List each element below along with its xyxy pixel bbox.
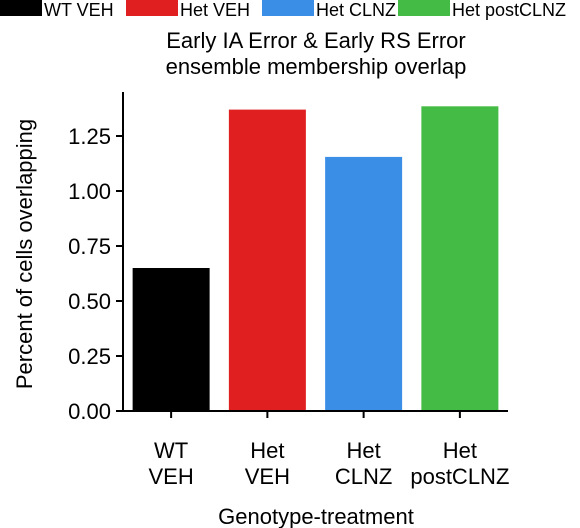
y-tick-label: 0.00 <box>68 399 111 424</box>
bars <box>132 106 499 412</box>
legend-item: WT VEH <box>0 0 114 20</box>
legend-swatch <box>262 0 314 16</box>
legend-swatch <box>0 0 42 16</box>
x-tick-label: Het CLNZ <box>335 438 392 489</box>
legend-swatch <box>398 0 450 16</box>
chart-title-line: ensemble membership overlap <box>166 54 467 79</box>
y-tick-label: 0.25 <box>68 344 111 369</box>
y-tick-label: 0.75 <box>68 234 111 259</box>
legend-label: Het VEH <box>180 0 250 20</box>
legend-item: Het postCLNZ <box>398 0 566 20</box>
legend-item: Het CLNZ <box>262 0 396 20</box>
y-tick-label: 1.25 <box>68 124 111 149</box>
legend-label: Het CLNZ <box>316 0 396 20</box>
y-tick-label: 0.50 <box>68 289 111 314</box>
legend: WT VEH Het VEH Het CLNZ Het postCLNZ <box>0 0 566 20</box>
legend-label: Het postCLNZ <box>452 0 566 20</box>
y-axis: 0.00 0.25 0.50 0.75 1.00 1.25 <box>68 92 124 424</box>
legend-item: Het VEH <box>126 0 250 20</box>
bar <box>421 106 499 412</box>
chart-title-line: Early IA Error & Early RS Error <box>166 28 466 53</box>
x-axis: WT VEH Het VEH Het CLNZ Het postCLNZ <box>123 410 509 489</box>
bar <box>132 268 210 411</box>
bar <box>228 109 306 411</box>
y-axis-label: Percent of cells overlapping <box>12 119 37 389</box>
x-axis-label: Genotype-treatment <box>218 504 414 528</box>
x-tick-label: Het VEH <box>245 438 290 489</box>
x-tick-label: WT VEH <box>149 438 194 489</box>
y-tick-label: 1.00 <box>68 179 111 204</box>
legend-swatch <box>126 0 178 16</box>
legend-label: WT VEH <box>44 0 114 20</box>
bar <box>325 156 403 411</box>
x-tick-label: Het postCLNZ <box>410 438 509 489</box>
chart-title: Early IA Error & Early RS Errorensemble … <box>166 28 467 79</box>
